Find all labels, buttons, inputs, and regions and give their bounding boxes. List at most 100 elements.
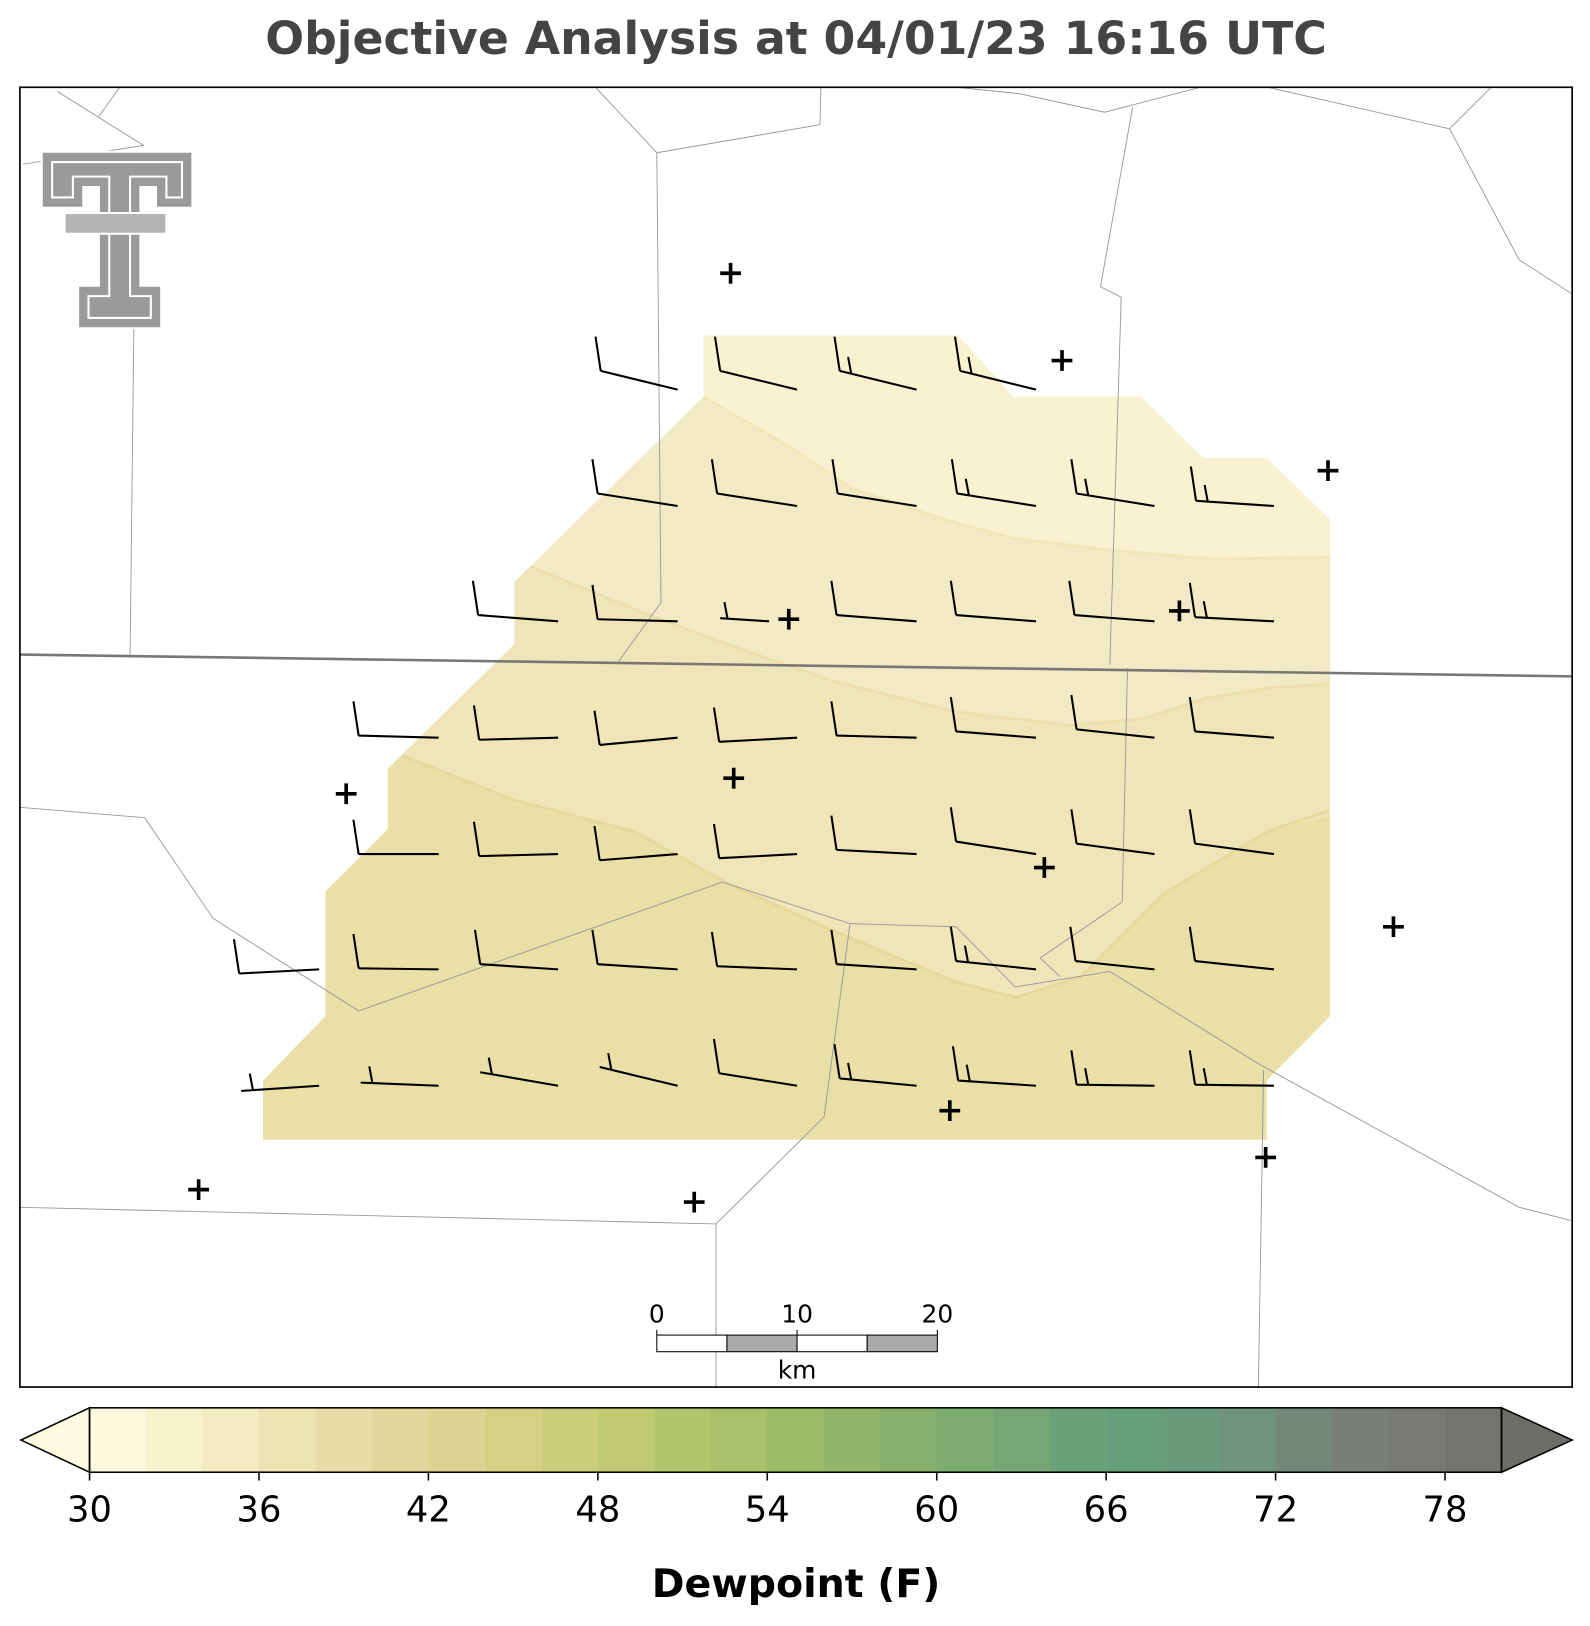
station-marker	[939, 1100, 961, 1122]
wind-barb	[1070, 459, 1155, 508]
station-marker	[683, 1191, 705, 1213]
colorbar: 30 36 42 48 54 60 66 72 78	[19, 1406, 1575, 1531]
scale-segment	[726, 1334, 798, 1353]
wind-barb	[591, 459, 678, 508]
colorbar-bin	[89, 1407, 147, 1473]
map-lines	[19, 86, 1573, 1388]
colorbar-bin	[541, 1407, 599, 1473]
wind-barb	[712, 1038, 798, 1087]
station-marker	[1317, 460, 1339, 482]
colorbar-tick-label: 54	[745, 1490, 790, 1531]
wind-barb	[1068, 580, 1155, 623]
scale-unit: km	[778, 1355, 817, 1384]
wind-barbs	[232, 336, 1275, 1092]
station-marker	[1383, 916, 1404, 938]
wind-barb	[360, 1066, 439, 1087]
wind-barb	[352, 933, 439, 971]
wind-barb	[593, 825, 678, 862]
wind-barb	[1070, 809, 1155, 856]
scale-segment	[656, 1334, 728, 1353]
wind-barb	[712, 707, 798, 743]
wind-barb	[1070, 1050, 1155, 1087]
station-marker	[1051, 350, 1073, 371]
colorbar-bin	[1106, 1407, 1164, 1473]
wind-barb	[480, 1057, 559, 1087]
colorbar-bin	[146, 1407, 204, 1473]
wind-barb	[949, 926, 1037, 971]
wind-barb	[591, 929, 678, 971]
colorbar-bin	[1219, 1407, 1277, 1473]
wind-barb	[232, 939, 320, 975]
colorbar-bin	[993, 1407, 1051, 1473]
wind-barb	[710, 459, 798, 508]
colorbar-tick-label: 42	[406, 1490, 451, 1531]
colorbar-tick-label: 36	[237, 1490, 282, 1531]
colorbar-extend-low	[19, 1406, 91, 1474]
colorbar-bin	[1388, 1407, 1446, 1473]
scale-bar: 0 10 20 km	[649, 1299, 953, 1384]
colorbar-tick-label: 48	[575, 1490, 620, 1531]
station-markers	[188, 262, 1404, 1213]
station-marker	[1255, 1147, 1277, 1168]
station-marker	[188, 1179, 210, 1201]
station-marker	[723, 767, 745, 789]
wind-barb	[949, 696, 1037, 739]
map-frame	[19, 86, 1573, 1388]
station-marker	[778, 608, 800, 630]
colorbar-bin	[654, 1407, 712, 1473]
logo	[40, 150, 194, 330]
wind-barb	[1188, 926, 1275, 971]
wind-barb	[712, 823, 798, 860]
scale-tick-label: 10	[781, 1299, 813, 1328]
wind-barb	[953, 336, 1037, 391]
colorbar-bin	[315, 1407, 373, 1473]
scale-tick-label: 20	[921, 1299, 953, 1328]
colorbar-bin	[597, 1407, 655, 1473]
wind-barb	[593, 710, 678, 746]
colorbar-bin	[484, 1407, 542, 1473]
colorbar-outline	[88, 1407, 1503, 1474]
wind-barb	[831, 459, 917, 508]
station-marker	[720, 262, 741, 284]
wind-barb	[833, 336, 917, 391]
wind-barb	[830, 701, 917, 739]
wind-barb	[471, 580, 559, 623]
wind-barb	[472, 821, 559, 858]
wind-barb	[1069, 926, 1155, 971]
wind-barb	[352, 819, 439, 856]
colorbar-bin	[1332, 1407, 1390, 1473]
wind-barb	[1189, 466, 1275, 508]
wind-barb	[713, 336, 798, 391]
wind-barb	[472, 705, 559, 741]
colorbar-tick-label: 72	[1253, 1490, 1298, 1531]
wind-barb	[594, 336, 678, 391]
wind-barb	[833, 1044, 917, 1087]
colorbar-bin	[202, 1407, 260, 1473]
wind-barb	[241, 1073, 320, 1092]
wind-barb	[1188, 809, 1275, 856]
colorbar-tick-label: 66	[1084, 1490, 1129, 1531]
wind-barb	[720, 601, 770, 623]
station-marker	[1169, 600, 1190, 622]
colorbar-bin	[428, 1407, 486, 1473]
colorbar-bin	[258, 1407, 316, 1473]
wind-barb	[950, 459, 1037, 508]
colorbar-bin	[1275, 1407, 1333, 1473]
colorbar-bin	[710, 1407, 768, 1473]
station-marker	[1033, 857, 1055, 878]
colorbar-bin	[1049, 1407, 1107, 1473]
colorbar-bin	[1162, 1407, 1220, 1473]
wind-barb	[710, 931, 798, 971]
wind-barb	[830, 815, 917, 856]
colorbar-bin	[767, 1407, 825, 1473]
wind-barb	[951, 1046, 1037, 1087]
colorbar-bin	[823, 1407, 881, 1473]
scale-segment	[866, 1334, 938, 1353]
wind-barb	[949, 807, 1037, 856]
wind-barb	[473, 929, 559, 971]
wind-barb	[1188, 1050, 1274, 1087]
colorbar-bin	[1445, 1407, 1503, 1473]
station-marker	[335, 783, 357, 805]
